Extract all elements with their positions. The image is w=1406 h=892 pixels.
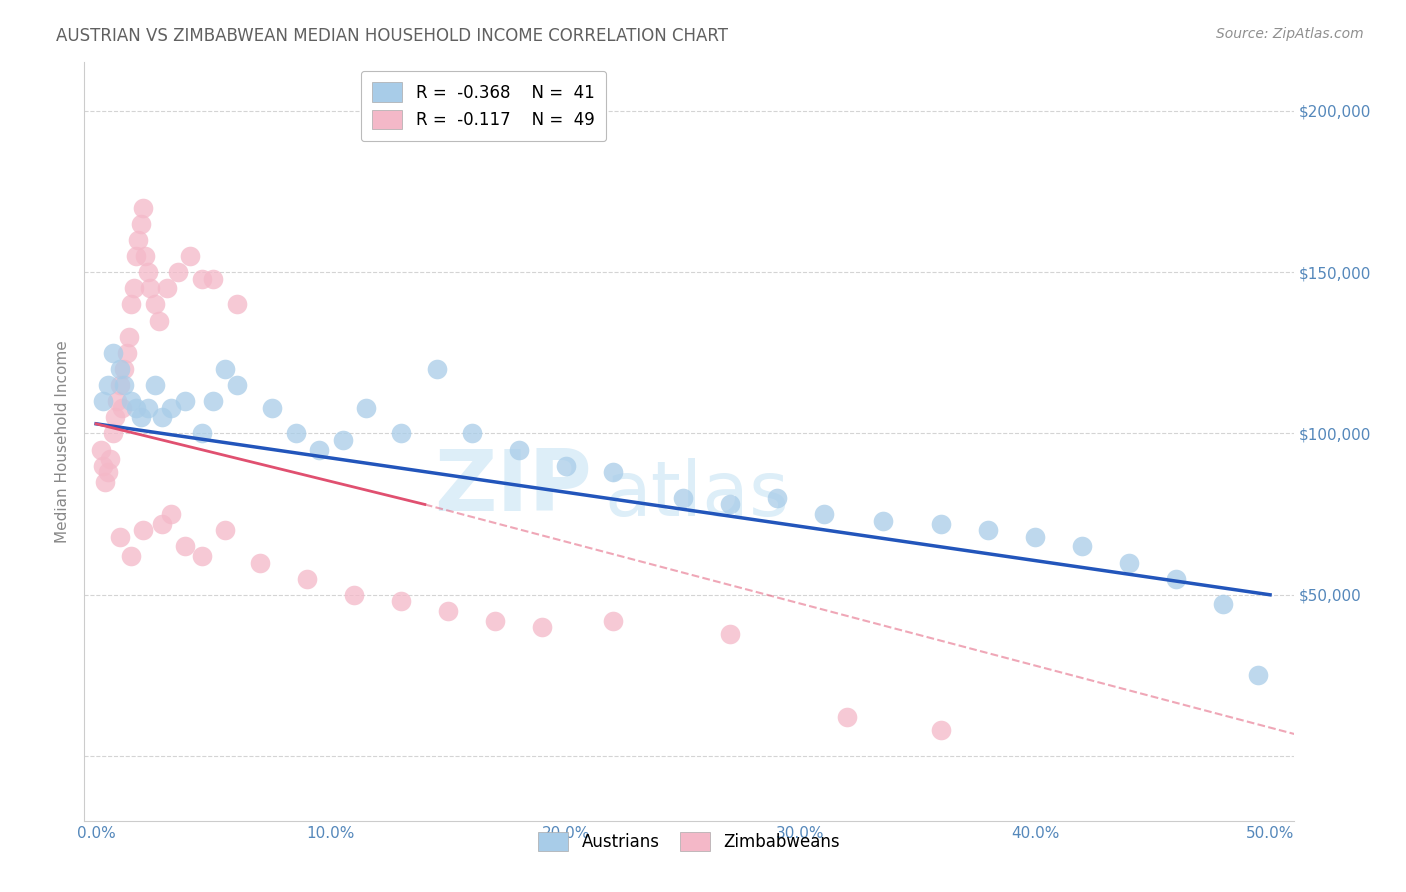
Point [813, 507, 835, 521]
Point [125, 249, 148, 263]
Point [132, 523, 155, 537]
Point [143, 297, 166, 311]
Point [132, 201, 155, 215]
Point [104, 410, 127, 425]
Point [150, 516, 173, 531]
Point [602, 465, 624, 479]
Point [91, 394, 114, 409]
Point [122, 281, 145, 295]
Point [837, 710, 859, 724]
Point [226, 297, 249, 311]
Point [202, 271, 225, 285]
Text: AUSTRIAN VS ZIMBABWEAN MEDIAN HOUSEHOLD INCOME CORRELATION CHART: AUSTRIAN VS ZIMBABWEAN MEDIAN HOUSEHOLD … [56, 27, 728, 45]
Point [1247, 668, 1270, 682]
Point [174, 540, 197, 554]
Point [155, 281, 177, 295]
Point [91, 458, 114, 473]
Point [129, 217, 152, 231]
Point [101, 346, 124, 360]
Point [389, 594, 412, 608]
Point [120, 297, 142, 311]
Point [977, 523, 1000, 537]
Point [160, 401, 183, 415]
Point [343, 588, 366, 602]
Point [766, 491, 789, 505]
Point [1212, 598, 1234, 612]
Point [127, 233, 149, 247]
Point [101, 426, 124, 441]
Point [179, 249, 201, 263]
Point [214, 523, 236, 537]
Point [112, 378, 135, 392]
Point [425, 362, 447, 376]
Point [115, 346, 138, 360]
Point [190, 271, 212, 285]
Point [108, 362, 131, 376]
Point [167, 265, 190, 279]
Point [461, 426, 484, 441]
Point [872, 514, 894, 528]
Point [97, 378, 120, 392]
Point [94, 475, 117, 489]
Point [160, 507, 183, 521]
Point [136, 401, 159, 415]
Point [262, 401, 284, 415]
Point [1166, 572, 1188, 586]
Point [354, 401, 377, 415]
Point [484, 614, 506, 628]
Point [389, 426, 412, 441]
Point [190, 549, 212, 563]
Point [118, 329, 141, 343]
Point [150, 410, 173, 425]
Point [554, 458, 576, 473]
Point [718, 626, 741, 640]
Point [136, 265, 159, 279]
Point [214, 362, 236, 376]
Text: Source: ZipAtlas.com: Source: ZipAtlas.com [1216, 27, 1364, 41]
Point [108, 530, 131, 544]
Point [297, 572, 319, 586]
Point [125, 401, 148, 415]
Point [718, 498, 741, 512]
Point [108, 378, 131, 392]
Point [174, 394, 197, 409]
Point [97, 465, 120, 479]
Point [1071, 540, 1094, 554]
Point [931, 516, 953, 531]
Legend: Austrians, Zimbabweans: Austrians, Zimbabweans [531, 825, 846, 858]
Point [249, 556, 271, 570]
Point [931, 723, 953, 738]
Point [112, 362, 135, 376]
Point [139, 281, 162, 295]
Point [120, 394, 142, 409]
Point [508, 442, 530, 457]
Point [90, 442, 112, 457]
Point [105, 394, 128, 409]
Point [120, 549, 142, 563]
Point [226, 378, 249, 392]
Point [284, 426, 307, 441]
Point [437, 604, 460, 618]
Point [602, 614, 624, 628]
Point [143, 378, 166, 392]
Point [1118, 556, 1140, 570]
Text: atlas: atlas [605, 458, 789, 532]
Point [531, 620, 554, 634]
Point [190, 426, 212, 441]
Point [308, 442, 330, 457]
Text: ZIP: ZIP [434, 445, 592, 529]
Point [1024, 530, 1046, 544]
Point [148, 313, 170, 327]
Point [98, 452, 121, 467]
Point [129, 410, 152, 425]
Point [332, 433, 354, 447]
Point [202, 394, 225, 409]
Point [111, 401, 134, 415]
Point [134, 249, 156, 263]
Y-axis label: Median Household Income: Median Household Income [55, 340, 70, 543]
Point [672, 491, 695, 505]
